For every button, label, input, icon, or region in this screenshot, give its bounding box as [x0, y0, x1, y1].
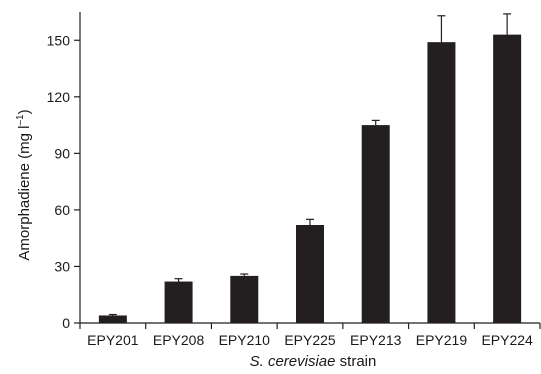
- error-bars: [108, 13, 512, 316]
- x-tick-label: EPY213: [350, 332, 402, 348]
- y-tick-label: 120: [47, 89, 71, 105]
- bar-epy201: [98, 315, 127, 323]
- x-tick-label: EPY225: [284, 332, 336, 348]
- bar-epy225: [296, 224, 324, 323]
- y-tick-label: 0: [62, 315, 70, 331]
- bar-epy208: [164, 281, 193, 323]
- x-tick-label: EPY208: [153, 332, 205, 348]
- bars: [98, 34, 522, 323]
- x-axis-title: S. cerevisiae strain: [250, 353, 377, 370]
- y-tick-label: 30: [54, 258, 70, 274]
- bar-epy219: [427, 42, 456, 323]
- y-tick-label: 150: [47, 32, 71, 48]
- y-tick-label: 60: [54, 202, 70, 218]
- x-tick-label: EPY224: [481, 332, 533, 348]
- x-tick-label: EPY210: [219, 332, 271, 348]
- bar-epy213: [361, 125, 390, 323]
- y-tick-label: 90: [54, 145, 70, 161]
- x-tick-label: EPY201: [87, 332, 139, 348]
- x-axis: EPY201 EPY208 EPY210 EPY225 EPY213 EPY219 EPY2…: [79, 322, 541, 348]
- x-tick-label: EPY219: [416, 332, 468, 348]
- bar-epy210: [230, 275, 259, 323]
- y-axis-title: Amorphadiene (mg l–1): [15, 109, 33, 260]
- y-axis: 0 30 60 90 120 150: [47, 12, 81, 331]
- bar-epy224: [493, 34, 522, 323]
